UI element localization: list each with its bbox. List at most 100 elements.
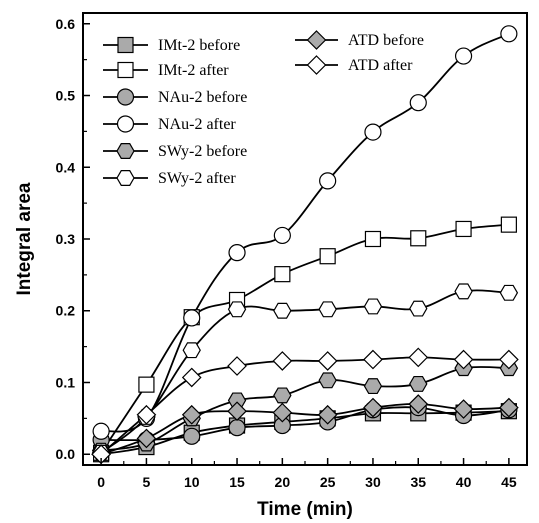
data-point <box>363 349 383 370</box>
data-point <box>319 172 337 190</box>
data-point <box>272 351 293 371</box>
data-point <box>363 378 383 395</box>
data-point <box>318 301 337 318</box>
data-point <box>364 123 382 141</box>
y-tick-label: 0.5 <box>56 88 76 104</box>
data-point <box>319 248 336 265</box>
legend-label: IMt-2 after <box>158 62 229 79</box>
data-point <box>499 397 519 418</box>
data-point <box>453 399 474 419</box>
data-point <box>364 230 382 248</box>
legend-item-nau-2-before: NAu-2 before <box>103 88 247 106</box>
data-point <box>138 376 155 393</box>
legend-label: IMt-2 before <box>158 37 240 54</box>
legend-marker <box>116 88 135 106</box>
legend-marker <box>116 115 135 133</box>
series-line-swy-2-before <box>100 365 509 452</box>
y-tick-label: 0.2 <box>56 303 76 319</box>
legend-label: SWy-2 after <box>158 170 236 187</box>
data-point <box>272 402 293 423</box>
x-tick-label: 25 <box>320 474 336 490</box>
series-swy-2-after <box>91 283 519 461</box>
data-point <box>317 404 338 425</box>
data-point <box>500 216 517 233</box>
x-tick-label: 15 <box>229 474 245 490</box>
data-point <box>273 302 292 319</box>
x-axis-label: Time (min) <box>257 499 353 520</box>
legend-item-atd-before: ATD before <box>295 30 424 50</box>
data-point <box>274 266 291 283</box>
legend-label: ATD after <box>348 57 413 74</box>
y-tick-label: 0.6 <box>56 16 76 32</box>
y-tick-label: 0.3 <box>56 231 76 247</box>
data-point <box>454 283 473 300</box>
legend-item-swy-2-before: SWy-2 before <box>103 143 247 160</box>
series-line-imt-2-before <box>100 410 509 456</box>
x-tick-label: 0 <box>97 474 105 490</box>
legend-label: NAu-2 after <box>158 116 236 133</box>
data-point <box>318 372 337 389</box>
y-tick-label: 0.1 <box>56 374 76 390</box>
series-line-nau-2-before <box>101 406 509 442</box>
legend-item-atd-after: ATD after <box>295 55 413 75</box>
data-point <box>499 284 519 301</box>
legend-marker <box>116 170 135 186</box>
data-point <box>182 342 201 359</box>
series-markers <box>91 25 519 465</box>
data-point <box>136 428 157 449</box>
y-tick-label: 0.4 <box>56 159 76 175</box>
data-point <box>409 375 428 392</box>
legend-marker <box>306 30 327 50</box>
data-point <box>455 220 472 238</box>
series-nau-2-after <box>92 25 518 440</box>
x-tick-label: 10 <box>184 474 200 490</box>
x-tick-label: 40 <box>456 474 472 490</box>
data-point <box>92 422 110 440</box>
data-point <box>408 347 429 368</box>
data-point <box>183 427 201 445</box>
data-point <box>227 356 247 376</box>
x-tick-label: 45 <box>501 474 517 490</box>
data-point <box>454 47 473 65</box>
legend: IMt-2 before IMt-2 after NAu-2 before NAu-2… <box>103 30 424 187</box>
legend-item-nau-2-after: NAu-2 after <box>103 115 236 133</box>
legend-marker <box>117 36 134 54</box>
series-line-atd-after <box>100 356 509 455</box>
series-line-swy-2-after <box>100 289 509 454</box>
legend-item-imt-2-after: IMt-2 after <box>103 61 229 79</box>
data-point <box>363 397 383 418</box>
data-point <box>499 349 519 370</box>
data-point <box>183 309 201 327</box>
data-point <box>227 401 247 422</box>
y-axis-ticks: 0.0 0.1 0.2 0.3 0.4 0.5 0.6 <box>56 16 90 462</box>
legend-label: ATD before <box>348 32 424 49</box>
data-point <box>408 394 429 414</box>
data-point <box>136 404 157 425</box>
series-line-atd-before <box>100 403 509 456</box>
data-point <box>228 419 246 437</box>
data-point <box>227 301 247 318</box>
data-point <box>500 25 518 43</box>
series-lines <box>100 32 510 456</box>
data-point <box>409 94 427 112</box>
data-point <box>273 387 292 404</box>
data-point <box>409 300 428 317</box>
legend-marker <box>306 55 327 75</box>
legend-item-swy-2-after: SWy-2 after <box>103 170 236 187</box>
legend-marker <box>116 143 135 159</box>
data-point <box>181 367 202 388</box>
x-tick-label: 30 <box>365 474 381 490</box>
data-point <box>181 404 202 425</box>
legend-marker <box>117 61 134 79</box>
x-tick-label: 35 <box>410 474 426 490</box>
y-tick-label: 0.0 <box>56 446 76 462</box>
x-tick-label: 5 <box>143 474 151 490</box>
data-point <box>317 351 338 371</box>
series-line-imt-2-after <box>100 223 509 454</box>
data-point <box>410 230 427 247</box>
legend-label: SWy-2 before <box>158 143 247 160</box>
legend-item-imt-2-before: IMt-2 before <box>103 36 240 54</box>
legend-label: NAu-2 before <box>158 89 247 106</box>
data-point <box>453 349 474 370</box>
